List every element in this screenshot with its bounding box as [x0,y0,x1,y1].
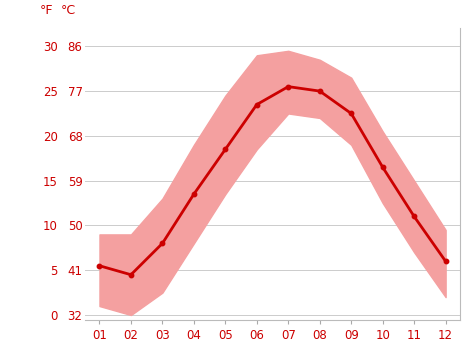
Text: °F: °F [39,4,53,17]
Text: °C: °C [61,4,76,17]
